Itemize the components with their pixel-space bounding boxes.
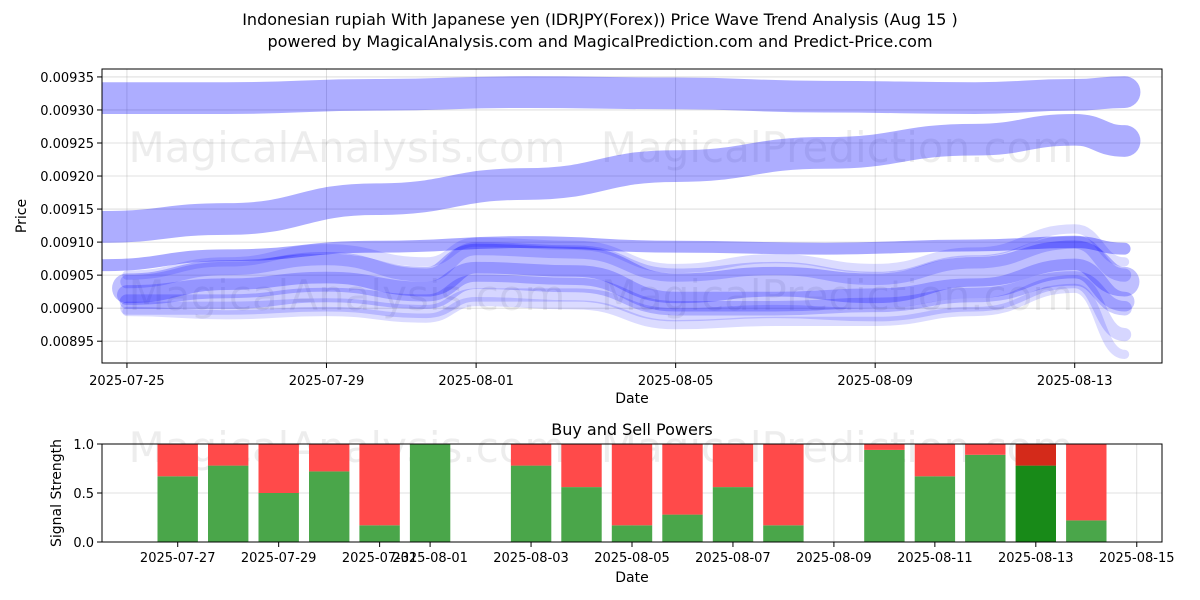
signal-panel-title: Buy and Sell Powers [551,420,713,439]
chart-subtitle: powered by MagicalAnalysis.com and Magic… [267,32,932,51]
sell-bar [914,444,956,477]
buy-bar [157,476,198,542]
buy-bar [1066,520,1107,542]
signal-x-tick-label: 2025-08-15 [1099,551,1175,566]
wave-band-9 [122,283,1130,359]
buy-bar [611,525,653,542]
signal-y-tick-label: 0.5 [73,487,94,502]
sell-bar [561,444,602,488]
price-y-tick-label: 0.00920 [40,170,94,185]
buy-bar [309,471,350,542]
sell-bar [662,444,703,515]
price-y-tick-label: 0.00915 [40,203,94,218]
price-y-tick-label: 0.00900 [40,302,94,317]
wave-band-5 [119,271,1132,316]
sell-bar [1015,444,1056,466]
sell-bar [157,444,198,477]
price-plot-frame [101,68,1163,364]
wave-band-7 [120,275,1132,342]
wave-band-3 [112,240,1140,304]
signal-x-tick-label: 2025-08-09 [796,551,872,566]
price-panel: MagicalAnalysis.com MagicalPrediction.co… [14,68,1163,407]
signal-x-axis-label: Date [615,570,648,586]
signal-x-tick-label: 2025-08-11 [897,551,973,566]
price-y-axis-label: Price [14,199,30,233]
sell-bar [309,444,350,472]
price-x-ticks: 2025-07-25 2025-07-29 2025-08-01 2025-08-05… [89,363,1112,389]
buy-bar [763,525,804,542]
price-y-ticks: 0.00895 0.00900 0.00905 0.00910 0.00915 0.009… [40,71,102,350]
signal-panel: Buy and Sell Powers MagicalAnalysis.com … [49,420,1175,586]
price-x-tick-label: 2025-07-25 [89,374,165,389]
price-y-tick-label: 0.00895 [40,335,94,350]
buy-bar [1015,465,1056,542]
sell-bar [510,444,552,466]
buy-bar [864,449,905,542]
signal-y-tick-label: 1.0 [73,438,94,453]
signal-x-tick-label: 2025-07-31 [342,551,418,566]
buy-bar [561,487,602,542]
sell-bar [258,444,299,493]
wave-band-4 [117,258,1135,312]
signal-x-tick-label: 2025-07-29 [241,551,317,566]
signal-y-ticks: 0.0 0.5 1.0 [73,438,102,551]
sell-bar [208,444,249,466]
price-grid [102,69,1162,363]
price-y-tick-label: 0.00935 [40,71,94,86]
buy-bar [258,493,299,542]
signal-x-tick-label: 2025-08-05 [594,551,670,566]
price-x-tick-label: 2025-08-05 [638,374,714,389]
signal-x-tick-label: 2025-08-03 [493,551,569,566]
price-y-tick-label: 0.00925 [40,137,94,152]
watermark-prediction: MagicalPrediction.com [601,123,1074,172]
price-x-tick-label: 2025-08-13 [1037,374,1113,389]
watermark-prediction-mid: MagicalPrediction.com [601,271,1074,320]
sell-bar [864,444,905,450]
signal-x-tick-label: 2025-08-01 [392,551,468,566]
wave-band-2 [102,236,1131,272]
signal-x-tick-label: 2025-08-13 [998,551,1074,566]
wave-band-1 [102,113,1141,243]
price-y-tick-label: 0.00905 [40,269,94,284]
watermark-analysis: MagicalAnalysis.com [129,123,566,172]
sell-bar [1066,444,1107,521]
wave-band-0 [102,76,1141,114]
watermark-analysis-mid: MagicalAnalysis.com [129,271,566,320]
sell-bar [611,444,653,526]
buy-bar [914,476,956,542]
price-plot-area [102,69,1162,363]
buy-bar [662,514,703,542]
price-y-tick-label: 0.00930 [40,104,94,119]
signal-bars [157,444,1107,542]
buy-bar [208,465,249,542]
price-x-tick-label: 2025-08-01 [438,374,514,389]
price-x-tick-label: 2025-07-29 [289,374,365,389]
buy-bar [409,444,451,542]
buy-bar [712,487,754,542]
buy-bar [510,465,552,542]
price-y-tick-label: 0.00910 [40,236,94,251]
signal-y-tick-label: 0.0 [73,536,94,551]
wave-band-8 [122,224,1130,280]
wave-bands [102,76,1141,359]
price-x-tick-label: 2025-08-09 [837,374,913,389]
signal-y-axis-label: Signal Strength [49,439,65,547]
price-x-axis-label: Date [615,391,648,407]
signal-x-tick-label: 2025-08-07 [695,551,771,566]
buy-bar [359,525,400,542]
sell-bar [359,444,400,526]
sell-bar [763,444,804,526]
chart-title: Indonesian rupiah With Japanese yen (IDR… [242,10,958,29]
signal-x-tick-label: 2025-07-27 [140,551,216,566]
wave-band-6 [120,235,1132,289]
buy-bar [965,454,1006,542]
signal-x-ticks: 2025-07-27 2025-07-29 2025-07-312025-08-01… [140,542,1175,566]
sell-bar [965,444,1006,455]
sell-bar [712,444,754,488]
